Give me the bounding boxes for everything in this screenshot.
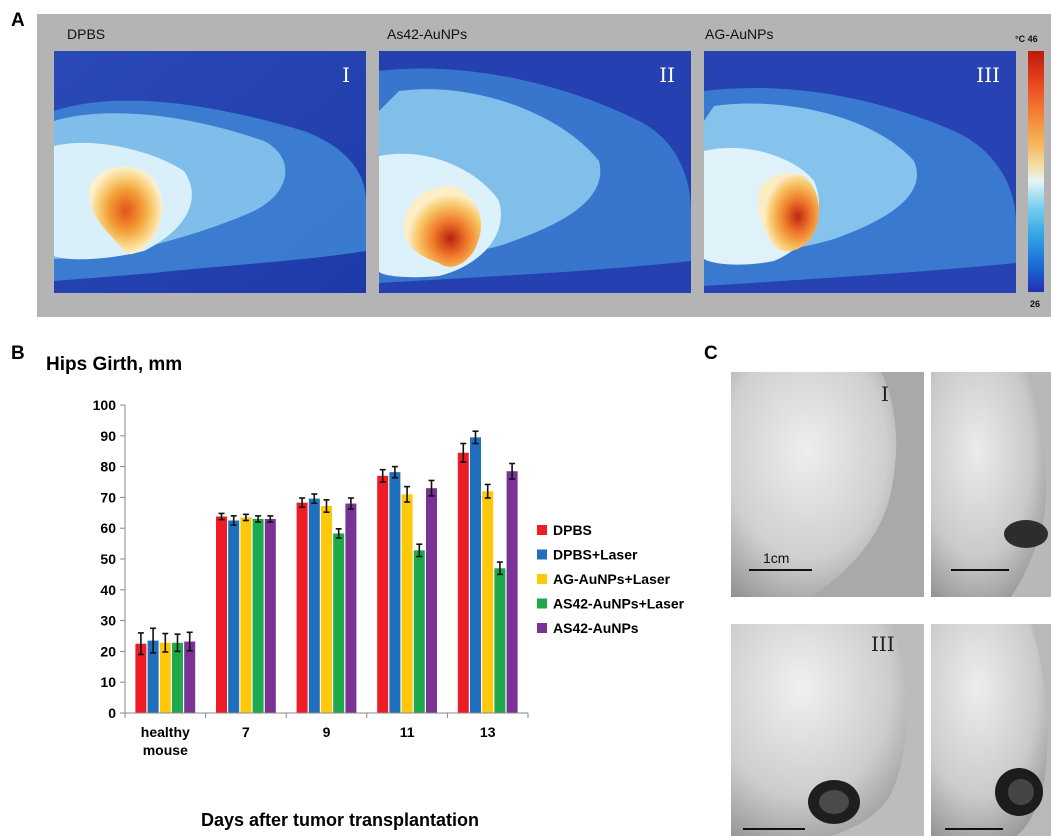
bar: [172, 642, 183, 713]
bar: [308, 498, 320, 713]
bar: [228, 520, 240, 713]
thermal-roman-2: II: [659, 63, 675, 87]
bar: [482, 491, 494, 713]
thermal-image-1: I: [54, 51, 366, 293]
y-tick-label: 20: [100, 643, 116, 659]
legend-swatch: [537, 549, 547, 560]
photo-4: [931, 624, 1051, 836]
thermal-image-2: II: [379, 51, 691, 293]
thermal-title-1: DPBS: [67, 26, 106, 42]
photo-roman-1: I: [881, 382, 889, 406]
x-category-label: 7: [242, 724, 250, 740]
x-category-label: 9: [323, 724, 331, 740]
panel-label-c: C: [704, 343, 718, 364]
scalebar-4: [945, 828, 1003, 830]
bar: [494, 568, 506, 713]
color-scale-max-label: °C 46: [1015, 34, 1038, 44]
legend-label: AG-AuNPs+Laser: [553, 571, 671, 587]
bar: [413, 550, 425, 713]
bar: [389, 472, 401, 713]
legend-swatch: [537, 623, 547, 633]
legend-swatch: [537, 525, 547, 535]
y-tick-label: 40: [100, 582, 116, 598]
y-tick-label: 100: [93, 397, 117, 413]
bar: [426, 488, 437, 713]
panel-label-b: B: [11, 343, 25, 364]
chart-title: Hips Girth, mm: [46, 354, 182, 375]
x-category-label: 11: [400, 724, 415, 740]
bar: [240, 517, 252, 713]
y-axis: 0 10 20 30 40 50 60 70 80 90 100: [93, 397, 126, 721]
y-tick-label: 60: [100, 520, 116, 536]
x-category-label: mouse: [143, 742, 188, 758]
bar: [264, 518, 276, 713]
photo-1: I 1cm: [731, 372, 924, 597]
y-tick-label: 90: [100, 428, 116, 444]
legend-label: AS42-AuNPs: [553, 620, 639, 636]
bar: [296, 502, 308, 713]
y-tick-label: 80: [100, 459, 116, 475]
scalebar-1: [749, 569, 812, 571]
bar: [147, 640, 159, 713]
bar: [216, 516, 227, 713]
chart-legend: DPBS DPBS+Laser AG-AuNPs+Laser AS42-AuNPs+L…: [537, 522, 685, 636]
bar: [252, 518, 264, 713]
photo-roman-3: III: [871, 632, 895, 656]
legend-swatch: [537, 574, 547, 584]
color-scale-min-label: 26: [1030, 299, 1041, 309]
y-tick-label: 10: [100, 674, 116, 690]
bar: [333, 533, 345, 713]
thermal-title-3: AG-AuNPs: [705, 26, 774, 42]
legend-swatch: [537, 598, 547, 609]
thermal-image-panel: DPBS As42-AuNPs AG-AuNPs I: [37, 14, 1051, 317]
panel-label-a: A: [11, 10, 25, 31]
photo-2: [931, 372, 1051, 597]
photo-3: III: [731, 624, 924, 836]
bar: [377, 475, 389, 713]
legend-label: DPBS: [553, 522, 592, 538]
scalebar-label: 1cm: [763, 550, 790, 566]
x-axis: healthy mouse 7 9 11 13: [124, 712, 529, 758]
bar: [135, 643, 147, 713]
y-tick-label: 0: [108, 705, 116, 721]
bar: [401, 494, 413, 713]
bar: [321, 506, 332, 713]
bar: [159, 642, 171, 713]
thermal-roman-3: III: [976, 63, 1000, 87]
bar-series: [135, 430, 518, 713]
bar: [457, 452, 469, 713]
legend-label: AS42-AuNPs+Laser: [553, 596, 685, 612]
x-category-label: 13: [480, 724, 496, 740]
hips-girth-chart: Hips Girth, mm 0 10 20 30 40 50 60 70 80 90 100 he…: [46, 354, 685, 830]
legend-label: DPBS+Laser: [553, 547, 638, 563]
thermal-title-2: As42-AuNPs: [387, 26, 468, 42]
thermal-image-3: III: [704, 51, 1016, 293]
y-tick-label: 70: [100, 489, 116, 505]
bar: [345, 503, 357, 713]
x-category-label: healthy: [141, 724, 190, 740]
x-axis-title: Days after tumor transplantation: [201, 810, 479, 830]
thermal-roman-1: I: [342, 63, 350, 87]
bar: [506, 471, 518, 713]
bar: [470, 437, 481, 713]
y-tick-label: 30: [100, 613, 116, 629]
scalebar-3: [743, 828, 805, 830]
y-tick-label: 50: [100, 551, 116, 567]
temperature-colorbar: [1028, 51, 1044, 292]
bar: [184, 641, 196, 713]
scalebar-2: [951, 569, 1009, 571]
